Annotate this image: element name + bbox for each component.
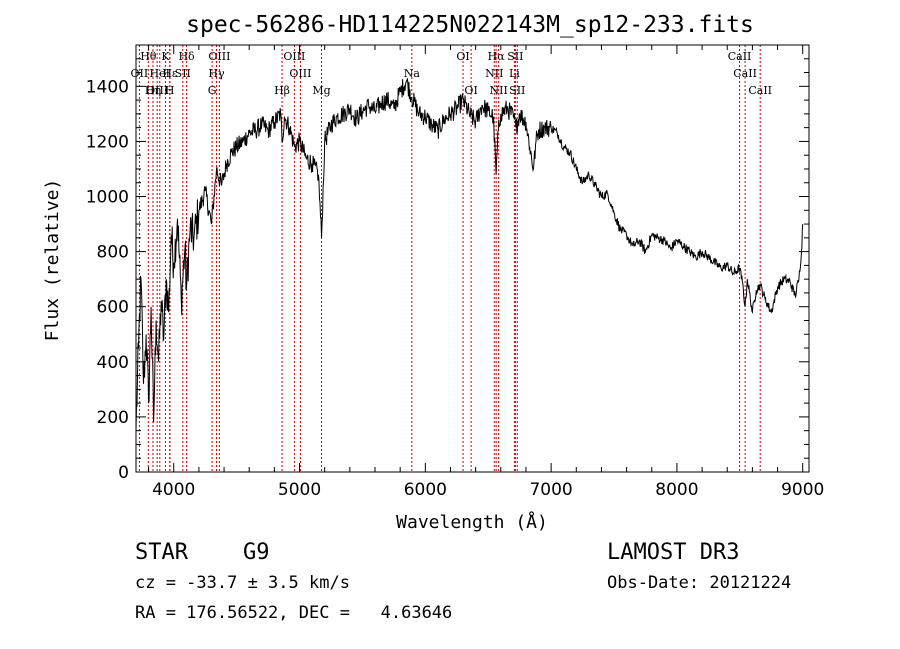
plot-frame [135, 44, 810, 473]
line-marker-label: OIII [289, 67, 311, 80]
line-marker-label: OI [456, 50, 469, 63]
line-marker-label: OIII [208, 50, 230, 63]
y-tick-label: 400 [97, 353, 129, 373]
y-tick-label: 600 [97, 298, 129, 318]
y-tick-label: 0 [118, 463, 129, 483]
line-marker-label: Hδ [178, 50, 195, 63]
line-marker-label: OII [131, 67, 149, 80]
line-marker-label: OIII [146, 84, 168, 97]
line-marker-label: CaII [733, 67, 757, 80]
line-marker-label: Hγ [208, 67, 225, 80]
obs-date-text: Obs-Date: 20121224 [607, 573, 792, 593]
redshift-text: cz = -33.7 ± 3.5 km/s [135, 573, 350, 593]
line-marker-label: NII [485, 67, 503, 80]
coordinates-text: RA = 176.56522, DEC = 4.63646 [135, 603, 453, 623]
x-tick-label: 7000 [529, 480, 572, 500]
line-marker-label: SII [175, 67, 191, 80]
spectrum-chart: spec-56286-HD114225N022143M_sp12-233.fit… [42, 12, 824, 533]
line-marker-label: NII [490, 84, 508, 97]
object-class: STAR [135, 540, 188, 565]
x-tick-label: 4000 [152, 480, 195, 500]
line-marker-label: Hθ [140, 50, 157, 63]
y-tick-label: 1400 [86, 77, 129, 97]
x-axis: 4000 5000 6000 7000 8000 9000 [148, 45, 824, 500]
x-tick-label: 5000 [278, 480, 321, 500]
x-tick-label: 9000 [781, 480, 824, 500]
line-marker-group [138, 45, 761, 472]
line-marker-label: Li [509, 67, 520, 80]
line-marker-label: CaII [728, 50, 752, 63]
survey-name: LAMOST DR3 [607, 540, 740, 565]
x-tick-label: 8000 [655, 480, 698, 500]
line-marker-label: OI [464, 84, 477, 97]
line-marker-label: Mg [312, 84, 330, 97]
object-subclass: G9 [243, 540, 270, 565]
y-axis: 0 200 400 600 800 1000 1200 1400 [86, 58, 809, 483]
spectrum-line [135, 78, 804, 431]
y-tick-label: 200 [97, 408, 129, 428]
chart-title: spec-56286-HD114225N022143M_sp12-233.fit… [186, 12, 754, 38]
line-marker-label: Hη [145, 84, 161, 97]
line-marker-label: CaII [748, 84, 772, 97]
line-marker-label: Hα [488, 50, 506, 63]
line-marker-label: G [208, 84, 217, 97]
x-axis-label: Wavelength (Å) [396, 511, 548, 533]
line-marker-label: H [165, 84, 175, 97]
line-marker-label: OIII [283, 50, 305, 63]
y-tick-label: 1000 [86, 188, 129, 208]
line-marker-label: Na [404, 67, 421, 80]
y-tick-label: 800 [97, 243, 129, 263]
line-marker-label: Hβ [274, 84, 290, 97]
line-marker-label: HeI [150, 67, 170, 80]
x-tick-label: 6000 [404, 480, 447, 500]
y-axis-label: Flux (relative) [42, 179, 63, 342]
line-marker-label: SII [507, 50, 523, 63]
line-marker-label: Hε [162, 67, 178, 80]
line-marker-label: SII [509, 84, 525, 97]
y-tick-label: 1200 [86, 132, 129, 152]
line-marker-label: K [161, 50, 170, 63]
